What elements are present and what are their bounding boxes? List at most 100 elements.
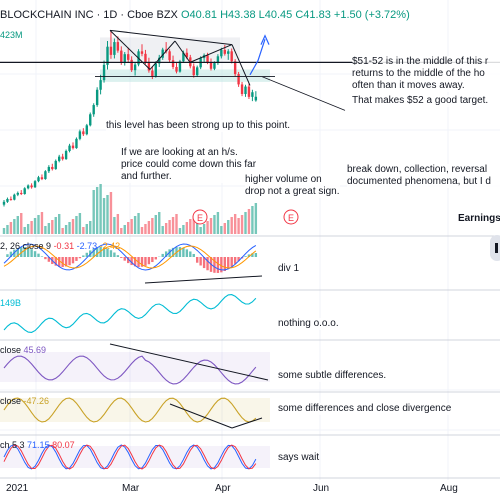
- volume-bar-68: [237, 218, 240, 234]
- stoch-k-line: [3, 444, 257, 470]
- earnings-marker-label-1: E: [288, 213, 294, 223]
- macd-divergence-line: [144, 275, 263, 284]
- macd-bar-56: [196, 257, 199, 263]
- macd-bar-16: [58, 257, 61, 267]
- macd-v1: -0.31: [53, 241, 75, 251]
- note-volume[interactable]: higher volume on drop not a great sign.: [245, 174, 340, 198]
- stoch-prefix: ch 5 3: [0, 440, 25, 450]
- volume-bar-0: [2, 228, 6, 234]
- ohlc-change: +1.50 (+3.72%): [333, 9, 410, 21]
- candle-body-69: [240, 84, 244, 95]
- candle-body-25: [89, 114, 92, 126]
- note-stoch[interactable]: says wait: [278, 452, 320, 464]
- candle-body-20: [71, 145, 75, 149]
- candle-body-17: [61, 156, 64, 160]
- macd-bar-53: [185, 249, 189, 257]
- volume-bar-46: [161, 226, 164, 234]
- macd-bar-37: [130, 257, 133, 266]
- volume-bar-69: [240, 215, 244, 234]
- candle-body-5: [20, 192, 23, 194]
- rsi-value: 45.69: [23, 345, 47, 355]
- macd-v2: -2.73: [76, 241, 98, 251]
- volume-bar-40: [140, 227, 144, 234]
- note-head-shoulders[interactable]: If we are looking at an h/s. price could…: [121, 147, 257, 183]
- macd-bar-65: [227, 257, 230, 270]
- macd-line: [3, 243, 257, 271]
- symbol-header[interactable]: BLOCKCHAIN INC · 1D · Cboe BZX O40.81 H4…: [0, 9, 410, 21]
- cci-divergence-line-2: [231, 417, 263, 429]
- candle-body-35: [123, 54, 126, 63]
- volume-bar-25: [89, 221, 92, 234]
- candle-body-27: [95, 89, 99, 106]
- cci-value: -47.26: [23, 396, 50, 406]
- note-breakdown[interactable]: break down, collection, reversal documen…: [347, 164, 500, 188]
- obv-value: 149B: [0, 298, 22, 308]
- earnings-scroll-button[interactable]: [490, 235, 500, 261]
- candle-body-45: [158, 57, 161, 64]
- volume-bar-71: [247, 209, 251, 234]
- macd-bar-6: [23, 247, 26, 257]
- note-rsi[interactable]: some subtle differences.: [278, 370, 387, 382]
- volume-bar-58: [202, 224, 206, 234]
- volume-bar-70: [244, 212, 247, 234]
- x-tick-apr: Apr: [215, 483, 231, 494]
- note-cci[interactable]: some differences and close divergence: [278, 403, 452, 415]
- macd-bar-38: [133, 257, 137, 267]
- candle-body-48: [168, 51, 171, 61]
- macd-bar-7: [26, 247, 30, 257]
- volume-bar-33: [116, 214, 120, 234]
- volume-bar-34: [120, 228, 123, 234]
- candle-body-2: [9, 198, 13, 200]
- note-target-1[interactable]: $51-52 is in the middle of this r return…: [352, 56, 500, 92]
- volume-bar-49: [171, 217, 175, 234]
- macd-bar-51: [178, 247, 182, 257]
- candle-body-19: [68, 145, 71, 151]
- symbol-title[interactable]: BLOCKCHAIN INC · 1D · Cboe BZX: [0, 9, 178, 21]
- earnings-label[interactable]: Earnings: [458, 213, 500, 224]
- candle-body-23: [82, 131, 85, 135]
- volume-bar-10: [37, 215, 40, 234]
- candle-body-65: [227, 51, 230, 54]
- cci-line: [3, 397, 257, 423]
- volume-bar-60: [209, 218, 213, 234]
- x-tick-mar: Mar: [122, 483, 140, 494]
- volume-bar-23: [82, 227, 85, 234]
- volume-bar-1: [6, 225, 9, 234]
- volume-bar-14: [51, 220, 54, 234]
- note-obv[interactable]: nothing o.o.o.: [278, 318, 339, 330]
- volume-bar-22: [78, 213, 82, 234]
- note-div[interactable]: div 1: [278, 263, 300, 275]
- volume-bar-37: [130, 219, 133, 234]
- note-support[interactable]: this level has been strong up to this po…: [106, 120, 291, 132]
- macd-bar-47: [164, 251, 168, 257]
- earnings-marker-0: [192, 209, 208, 225]
- candle-body-42: [147, 62, 151, 71]
- volume-bar-31: [109, 192, 113, 234]
- macd-bar-4: [16, 247, 19, 257]
- volume-bar-35: [123, 225, 126, 234]
- note-target-2[interactable]: That makes $52 a good target.: [352, 95, 489, 107]
- cci-prefix: close: [0, 396, 22, 406]
- macd-bar-70: [244, 256, 247, 257]
- macd-bar-61: [213, 257, 216, 273]
- candle-body-32: [113, 42, 116, 55]
- macd-bar-44: [154, 257, 157, 260]
- candle-body-72: [251, 92, 254, 97]
- candle-body-63: [220, 49, 223, 57]
- volume-bar-26: [92, 190, 95, 234]
- macd-bar-26: [92, 248, 95, 257]
- volume-label: 423M: [0, 30, 23, 40]
- obv-line: [3, 294, 257, 333]
- x-tick-2021: 2021: [6, 483, 29, 494]
- volume-bar-45: [158, 212, 161, 234]
- rsi-legend: close 45.69: [0, 345, 46, 355]
- volume-bar-66: [230, 217, 233, 234]
- volume-bar-7: [26, 224, 30, 234]
- candle-body-16: [58, 156, 61, 161]
- macd-bar-68: [237, 257, 240, 262]
- cci-divergence-line-1: [169, 403, 233, 429]
- candle-body-61: [213, 63, 216, 69]
- macd-bar-57: [199, 257, 202, 266]
- volume-bar-52: [182, 225, 185, 234]
- macd-bar-31: [109, 250, 113, 257]
